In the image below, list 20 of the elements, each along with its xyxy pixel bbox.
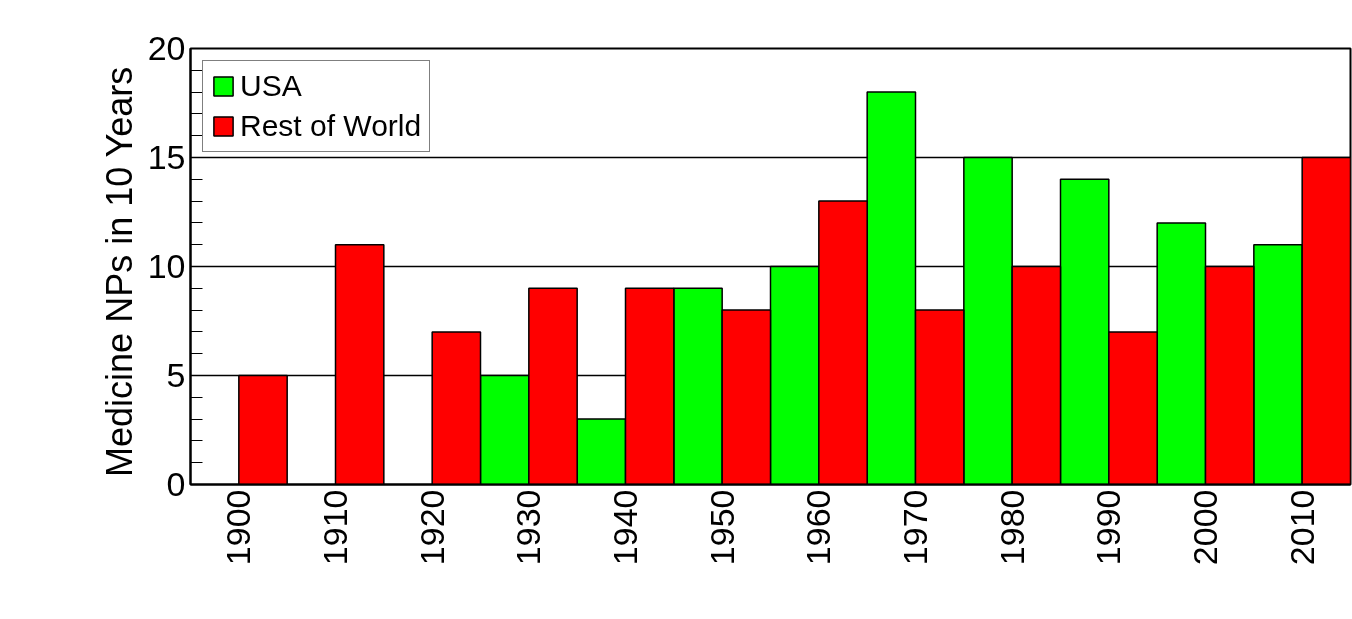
y-tick-label: 20 bbox=[147, 29, 186, 67]
y-tick-label: 5 bbox=[166, 356, 186, 394]
legend-label: USA bbox=[240, 69, 302, 103]
x-tick-label: 1930 bbox=[509, 489, 548, 566]
x-tick-label: 1990 bbox=[1089, 489, 1128, 566]
x-tick-label: 1950 bbox=[702, 489, 741, 566]
x-tick-label: 1900 bbox=[219, 489, 258, 566]
x-tick-label: 2000 bbox=[1186, 489, 1224, 566]
x-tick-label: 1910 bbox=[316, 489, 354, 566]
y-tick-label: 0 bbox=[166, 465, 186, 503]
x-tick-label: 1970 bbox=[896, 489, 934, 566]
x-tick-label: 1960 bbox=[799, 489, 838, 566]
x-tick-label: 2010 bbox=[1282, 489, 1321, 566]
x-tick-label: 1980 bbox=[992, 489, 1031, 566]
y-tick-label: 10 bbox=[147, 247, 186, 285]
legend-label: Rest of World bbox=[240, 109, 422, 143]
y-tick-label: 15 bbox=[147, 138, 186, 176]
y-axis-title: Medicine NPs in 10 Years bbox=[98, 66, 140, 477]
x-tick-label: 1920 bbox=[412, 489, 451, 566]
x-tick-label: 1940 bbox=[606, 489, 644, 566]
